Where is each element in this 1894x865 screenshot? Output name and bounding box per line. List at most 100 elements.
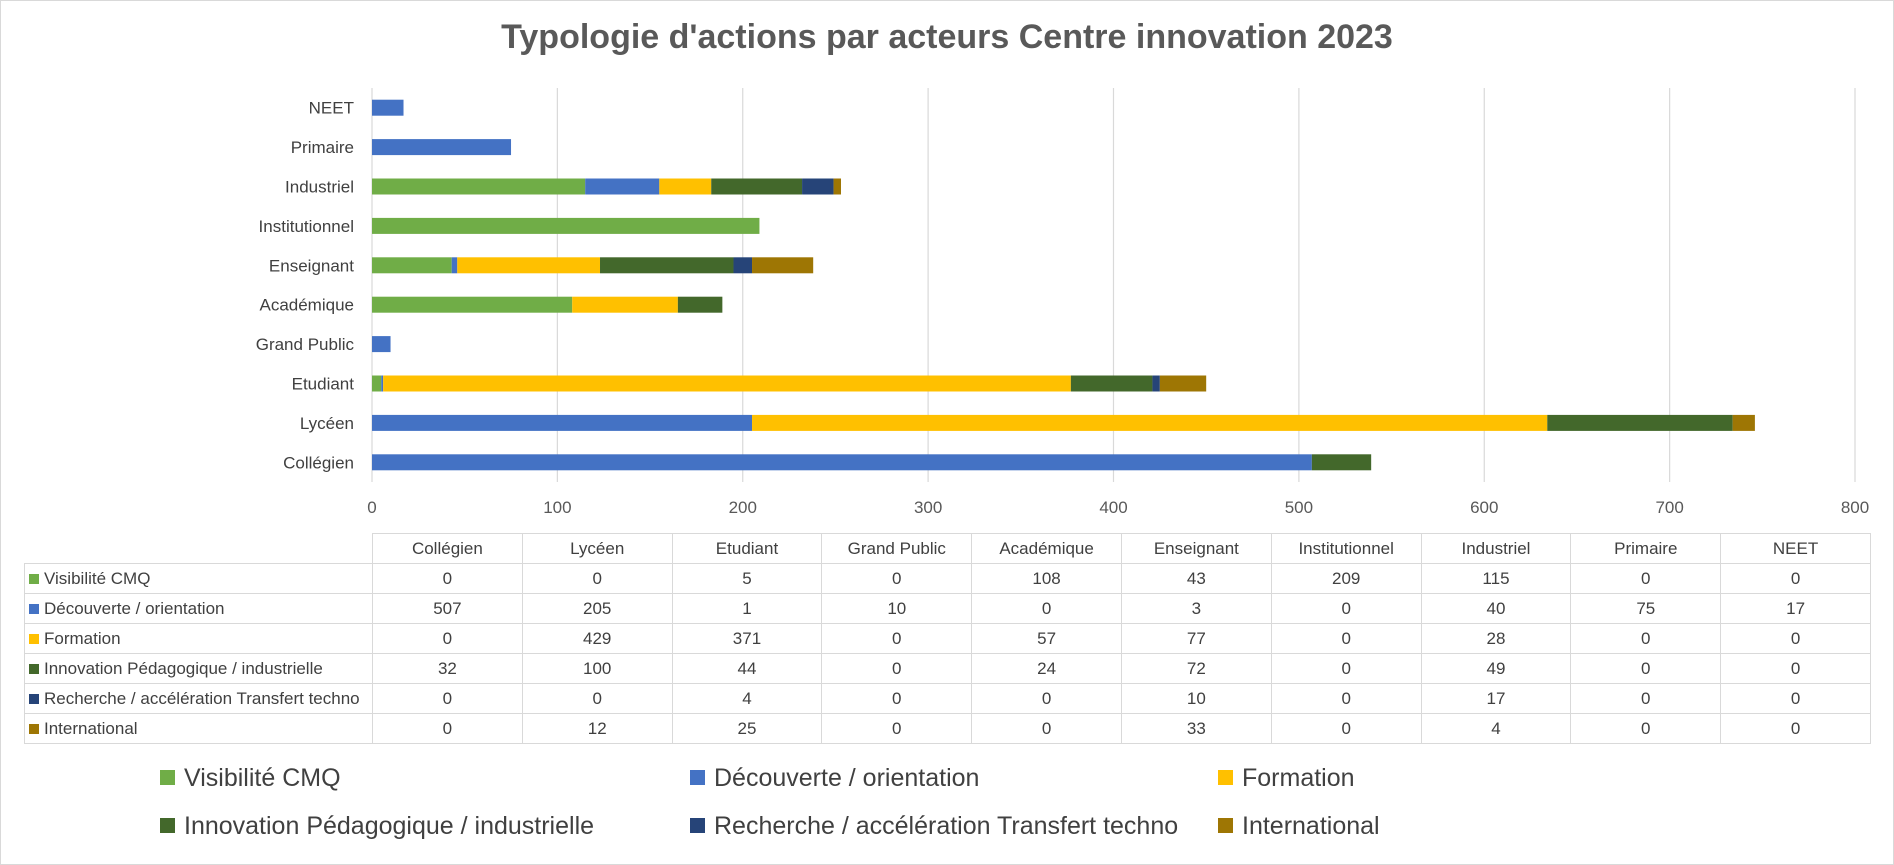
table-cell: 0	[372, 623, 523, 654]
x-tick-label: 800	[1841, 498, 1869, 517]
table-cell: 17	[1720, 593, 1871, 624]
table-cell: 0	[821, 713, 973, 744]
bar-segment	[802, 178, 834, 195]
chart-title: Typologie d'actions par acteurs Centre i…	[501, 18, 1393, 56]
table-cell: 0	[1270, 683, 1422, 714]
bar-segment	[752, 414, 1548, 431]
series-swatch	[29, 633, 39, 644]
table-cell: 100	[521, 653, 673, 684]
table-cell: 0	[1720, 563, 1871, 594]
series-name: Formation	[44, 628, 121, 648]
series-name: Recherche / accélération Transfert techn…	[44, 688, 360, 708]
x-tick-label: 0	[367, 498, 376, 517]
bar-segment	[372, 178, 586, 195]
bar-segment	[372, 414, 753, 431]
bar-segment	[372, 336, 391, 353]
bar-segment	[372, 99, 404, 116]
table-cell: 507	[372, 593, 523, 624]
table-cell: 32	[372, 653, 523, 684]
table-cell: 371	[671, 623, 823, 654]
bar-segment	[733, 257, 753, 274]
table-cell: 0	[521, 683, 673, 714]
bars	[372, 99, 1755, 471]
table-cell: 0	[1570, 623, 1722, 654]
table-cell: 49	[1420, 653, 1572, 684]
series-name: Visibilité CMQ	[44, 568, 151, 588]
table-cell: 0	[372, 563, 523, 594]
table-row: Formation 0 429 371 0 57 77 0 28 0 0	[24, 623, 1871, 654]
table-cell: 0	[1720, 653, 1871, 684]
table-cell: 44	[671, 653, 823, 684]
table-cell: 0	[971, 593, 1122, 624]
table-row-label: International	[24, 713, 373, 744]
series-name: Innovation Pédagogique / industrielle	[44, 658, 323, 678]
table-column-header: Collégien	[372, 533, 523, 564]
table-row: Recherche / accélération Transfert techn…	[24, 683, 1871, 714]
table-column-header: Enseignant	[1120, 533, 1272, 564]
category-labels: Collégien Lycéen Etudiant Grand Public Acadé…	[256, 99, 355, 473]
series-swatch	[29, 573, 39, 584]
table-row: Découverte / orientation 507 205 1 10 0 3 0 40 75…	[24, 593, 1871, 624]
table-row: International 0 12 25 0 0 33 0 4 0 0	[24, 713, 1871, 744]
table-cell: 0	[1570, 683, 1722, 714]
x-tick-label: 200	[729, 498, 757, 517]
bar-segment	[600, 257, 734, 274]
table-cell: 72	[1120, 653, 1272, 684]
table-cell: 0	[821, 563, 973, 594]
bar-segment	[752, 257, 814, 274]
table-row-label: Recherche / accélération Transfert techn…	[24, 683, 373, 714]
bar-segment	[381, 375, 384, 392]
table-corner	[24, 533, 373, 564]
bar-segment	[1159, 375, 1207, 392]
category-label: Industriel	[285, 178, 354, 197]
table-row-label: Visibilité CMQ	[24, 563, 373, 594]
table-cell: 12	[521, 713, 673, 744]
series-swatch	[29, 723, 39, 734]
bar-segment	[1070, 375, 1153, 392]
table-cell: 10	[821, 593, 973, 624]
x-tick-label: 600	[1470, 498, 1498, 517]
table-cell: 0	[1570, 563, 1722, 594]
bar-segment	[572, 296, 678, 313]
table-cell: 115	[1420, 563, 1572, 594]
bar-segment	[372, 217, 760, 234]
bar-segment	[372, 296, 573, 313]
category-label: Académique	[259, 296, 354, 315]
bar-segment	[711, 178, 803, 195]
table-cell: 5	[671, 563, 823, 594]
table-cell: 24	[971, 653, 1122, 684]
category-label: Etudiant	[292, 375, 355, 394]
table-header-row: Collégien Lycéen Etudiant Grand Public Acadé…	[24, 533, 1871, 564]
table-cell: 0	[821, 653, 973, 684]
table-cell: 0	[1570, 713, 1722, 744]
table-cell: 0	[372, 713, 523, 744]
series-swatch	[29, 603, 39, 614]
category-label: Enseignant	[269, 256, 354, 275]
bar-segment	[451, 257, 458, 274]
data-table: Collégien Lycéen Etudiant Grand Public Acadé…	[24, 533, 1871, 744]
table-cell: 429	[521, 623, 673, 654]
table-cell: 0	[1270, 653, 1422, 684]
table-cell: 43	[1120, 563, 1272, 594]
table-cell: 3	[1120, 593, 1272, 624]
table-cell: 28	[1420, 623, 1572, 654]
bar-segment	[1732, 414, 1755, 431]
table-cell: 4	[1420, 713, 1572, 744]
x-tick-label: 700	[1655, 498, 1683, 517]
table-cell: 0	[971, 713, 1122, 744]
category-label: NEET	[309, 99, 354, 118]
table-cell: 205	[521, 593, 673, 624]
bar-segment	[833, 178, 841, 195]
category-label: Lycéen	[300, 414, 354, 433]
table-cell: 0	[1720, 683, 1871, 714]
bar-segment	[677, 296, 723, 313]
table-cell: 0	[821, 623, 973, 654]
table-column-header: Industriel	[1420, 533, 1572, 564]
table-column-header: Primaire	[1570, 533, 1722, 564]
table-row-label: Formation	[24, 623, 373, 654]
table-cell: 0	[372, 683, 523, 714]
table-cell: 0	[1570, 653, 1722, 684]
table-cell: 0	[1720, 623, 1871, 654]
table-column-header: Lycéen	[521, 533, 673, 564]
x-tick-label: 500	[1285, 498, 1313, 517]
